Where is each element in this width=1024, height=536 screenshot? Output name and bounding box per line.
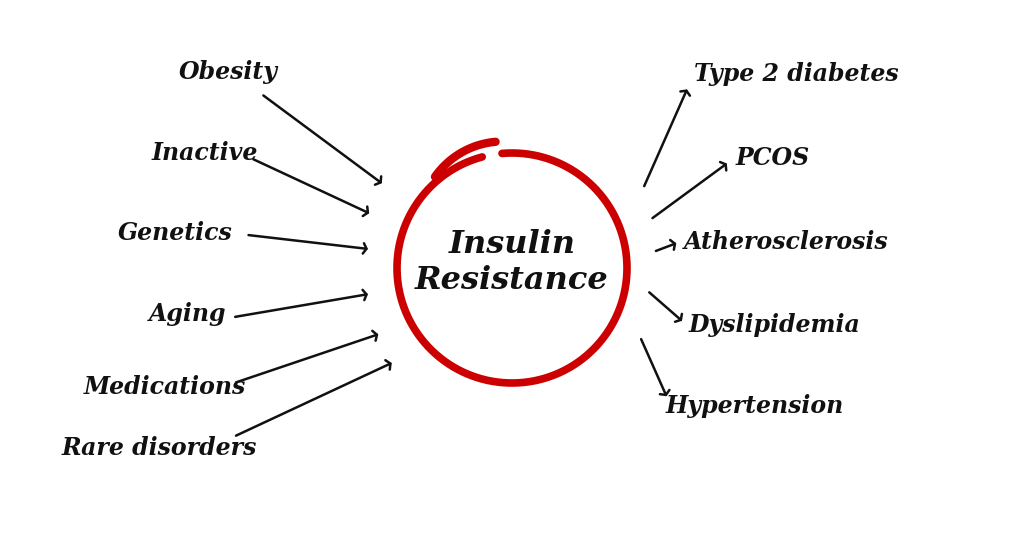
Text: Medications: Medications <box>84 375 246 399</box>
Text: Dyslipidemia: Dyslipidemia <box>688 314 860 337</box>
Text: Genetics: Genetics <box>118 221 232 245</box>
Text: Insulin
Resistance: Insulin Resistance <box>415 229 609 296</box>
Text: Type 2 diabetes: Type 2 diabetes <box>694 62 899 86</box>
Text: Aging: Aging <box>148 302 226 325</box>
Text: PCOS: PCOS <box>735 146 809 170</box>
Text: Obesity: Obesity <box>179 61 279 84</box>
Text: Hypertension: Hypertension <box>666 394 844 418</box>
Text: Rare disorders: Rare disorders <box>61 436 257 459</box>
Text: Atherosclerosis: Atherosclerosis <box>684 230 889 254</box>
Text: Inactive: Inactive <box>152 141 258 165</box>
